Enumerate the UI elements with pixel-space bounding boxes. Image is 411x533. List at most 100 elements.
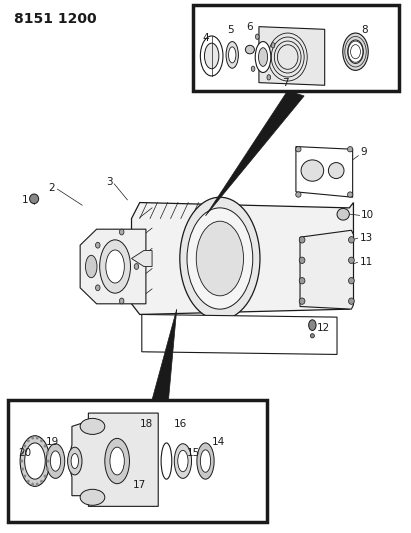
- Ellipse shape: [201, 450, 210, 472]
- Ellipse shape: [27, 480, 30, 483]
- Ellipse shape: [299, 237, 305, 243]
- Text: 2: 2: [48, 183, 55, 192]
- Polygon shape: [68, 413, 158, 506]
- Ellipse shape: [255, 42, 271, 72]
- Ellipse shape: [46, 451, 49, 455]
- Ellipse shape: [259, 48, 268, 67]
- Ellipse shape: [180, 197, 260, 320]
- Text: 20: 20: [18, 448, 31, 458]
- Polygon shape: [132, 203, 353, 314]
- Ellipse shape: [349, 237, 354, 243]
- Ellipse shape: [31, 437, 34, 440]
- Ellipse shape: [120, 298, 124, 304]
- Ellipse shape: [51, 451, 61, 471]
- Ellipse shape: [80, 489, 105, 505]
- Text: 6: 6: [246, 22, 252, 31]
- Text: 8: 8: [362, 25, 368, 35]
- Ellipse shape: [71, 454, 79, 469]
- Polygon shape: [152, 309, 177, 400]
- Ellipse shape: [174, 443, 192, 479]
- Ellipse shape: [36, 482, 39, 486]
- Ellipse shape: [120, 229, 124, 235]
- Text: 8151 1200: 8151 1200: [14, 12, 97, 26]
- Ellipse shape: [328, 163, 344, 179]
- Ellipse shape: [31, 482, 34, 486]
- Text: 15: 15: [187, 448, 200, 458]
- Text: 16: 16: [173, 419, 187, 429]
- Ellipse shape: [196, 221, 243, 296]
- Text: 1: 1: [22, 195, 28, 205]
- Ellipse shape: [25, 443, 45, 479]
- Bar: [8, 400, 267, 522]
- Polygon shape: [206, 91, 304, 216]
- Ellipse shape: [40, 439, 43, 442]
- Ellipse shape: [309, 320, 316, 330]
- Ellipse shape: [27, 439, 30, 442]
- Ellipse shape: [201, 36, 223, 76]
- Ellipse shape: [299, 257, 305, 263]
- Ellipse shape: [348, 40, 363, 63]
- Ellipse shape: [226, 42, 238, 68]
- Ellipse shape: [36, 437, 39, 440]
- Ellipse shape: [271, 43, 275, 48]
- Ellipse shape: [95, 243, 100, 248]
- Ellipse shape: [349, 278, 354, 284]
- Ellipse shape: [348, 147, 353, 152]
- Ellipse shape: [100, 240, 131, 293]
- Polygon shape: [132, 251, 152, 266]
- Text: 3: 3: [106, 177, 113, 187]
- Text: 11: 11: [360, 257, 373, 267]
- Polygon shape: [300, 230, 353, 309]
- Ellipse shape: [106, 250, 125, 283]
- Text: 17: 17: [133, 480, 146, 490]
- Ellipse shape: [296, 192, 301, 197]
- Ellipse shape: [310, 334, 314, 338]
- Ellipse shape: [296, 147, 301, 152]
- Text: 5: 5: [227, 25, 234, 35]
- Ellipse shape: [85, 255, 97, 278]
- Polygon shape: [142, 314, 337, 354]
- Ellipse shape: [349, 257, 354, 263]
- Ellipse shape: [299, 298, 305, 304]
- Ellipse shape: [178, 450, 188, 472]
- Ellipse shape: [40, 480, 43, 483]
- Ellipse shape: [205, 43, 219, 69]
- Ellipse shape: [44, 445, 46, 448]
- Polygon shape: [80, 229, 146, 304]
- Ellipse shape: [229, 47, 236, 63]
- Ellipse shape: [23, 445, 26, 448]
- Polygon shape: [259, 27, 325, 85]
- Text: 4: 4: [202, 34, 209, 43]
- Ellipse shape: [44, 474, 46, 478]
- Ellipse shape: [255, 34, 259, 39]
- Ellipse shape: [21, 451, 24, 455]
- Ellipse shape: [187, 208, 253, 309]
- Ellipse shape: [23, 474, 26, 478]
- Text: 10: 10: [361, 211, 374, 220]
- Ellipse shape: [105, 438, 129, 484]
- Ellipse shape: [80, 418, 105, 434]
- Bar: [193, 5, 399, 91]
- Ellipse shape: [337, 208, 349, 220]
- Ellipse shape: [30, 194, 39, 204]
- Text: 12: 12: [317, 323, 330, 333]
- Ellipse shape: [95, 285, 100, 290]
- Ellipse shape: [343, 33, 368, 70]
- Ellipse shape: [21, 459, 23, 463]
- Ellipse shape: [301, 160, 324, 181]
- Text: 9: 9: [360, 147, 367, 157]
- Ellipse shape: [197, 443, 214, 479]
- Ellipse shape: [348, 192, 353, 197]
- Ellipse shape: [46, 443, 65, 479]
- Ellipse shape: [299, 278, 305, 284]
- Ellipse shape: [20, 436, 50, 486]
- Text: 7: 7: [282, 78, 289, 87]
- Ellipse shape: [267, 75, 270, 80]
- Text: 19: 19: [46, 438, 59, 447]
- Ellipse shape: [46, 467, 49, 471]
- Text: 13: 13: [360, 233, 373, 243]
- Text: 14: 14: [212, 438, 225, 447]
- Ellipse shape: [47, 459, 49, 463]
- Ellipse shape: [21, 467, 24, 471]
- Text: 18: 18: [140, 419, 153, 429]
